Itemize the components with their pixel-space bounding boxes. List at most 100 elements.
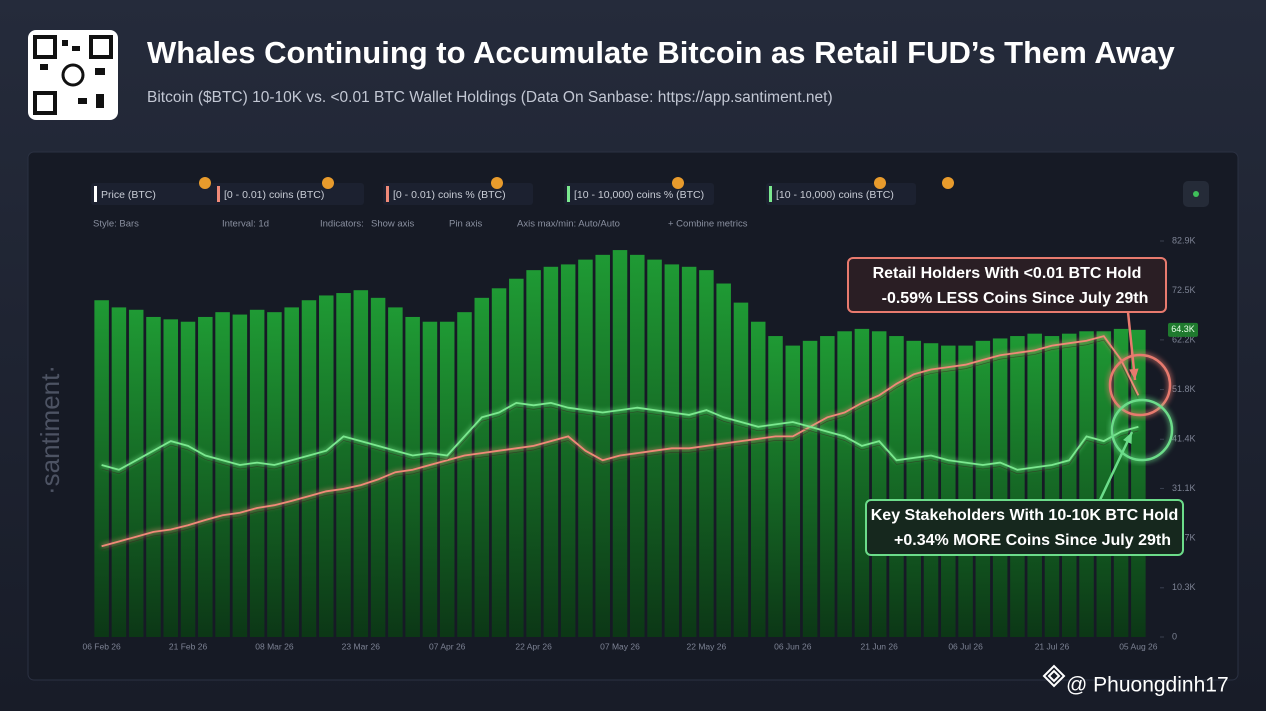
bar bbox=[889, 336, 904, 637]
settings-dot bbox=[1193, 191, 1199, 197]
annotation-text: -0.59% LESS Coins Since July 29th bbox=[882, 290, 1149, 307]
y-tick-label: 10.3K bbox=[1172, 582, 1196, 592]
bar bbox=[267, 312, 282, 637]
line-outline bbox=[101, 339, 1139, 551]
bar bbox=[509, 278, 524, 637]
current-value-box bbox=[1168, 322, 1198, 337]
toolbar-option: Style: Bars bbox=[93, 219, 139, 230]
y-tick-label: 31.1K bbox=[1172, 483, 1196, 493]
bar bbox=[854, 328, 870, 637]
highlight-circle bbox=[1108, 353, 1172, 417]
metric-name: [0 - 0.01) coins (BTC) bbox=[224, 189, 324, 201]
bar bbox=[215, 312, 230, 637]
bar bbox=[1096, 331, 1112, 637]
bar bbox=[768, 336, 783, 637]
annotation-text: +0.34% MORE Coins Since July 29th bbox=[894, 532, 1171, 549]
bar bbox=[958, 345, 973, 637]
metric-badge bbox=[322, 177, 334, 189]
bar bbox=[941, 345, 956, 637]
bar bbox=[422, 321, 438, 637]
metric-name: [10 - 10,000) coins (BTC) bbox=[776, 189, 894, 201]
credit-text: @ Phuongdinh17 bbox=[1066, 674, 1229, 697]
metric-color bbox=[94, 186, 97, 202]
y-tick-label: 51.8K bbox=[1172, 384, 1196, 394]
bar bbox=[647, 259, 662, 637]
annotation-box bbox=[865, 499, 1184, 556]
bar bbox=[439, 321, 455, 637]
x-tick-label: 06 Jun 26 bbox=[774, 641, 812, 651]
x-tick-label: 07 May 26 bbox=[600, 641, 640, 651]
annotation-box bbox=[847, 257, 1167, 313]
x-tick-label: 21 Feb 26 bbox=[169, 641, 208, 651]
bar bbox=[336, 293, 351, 637]
toolbar-option: + Combine metrics bbox=[668, 219, 748, 230]
bar bbox=[750, 321, 766, 637]
bar bbox=[1044, 336, 1060, 637]
line bbox=[101, 401, 1139, 471]
bar bbox=[612, 250, 628, 637]
x-tick-label: 06 Jul 26 bbox=[948, 641, 983, 651]
toolbar-option: Pin axis bbox=[449, 219, 483, 230]
x-tick-label: 08 Mar 26 bbox=[255, 641, 294, 651]
arrow-head bbox=[1129, 368, 1139, 380]
metric-name: [0 - 0.01) coins % (BTC) bbox=[393, 189, 506, 201]
annotation-arrow bbox=[1098, 431, 1134, 501]
bar bbox=[526, 270, 541, 637]
x-tick-label: 07 Apr 26 bbox=[429, 641, 466, 651]
bar bbox=[871, 331, 887, 637]
y-tick-label: 0 bbox=[1172, 631, 1177, 641]
y-tick-label: 72.5K bbox=[1172, 285, 1196, 295]
x-tick-label: 05 Aug 26 bbox=[1119, 641, 1158, 651]
bar bbox=[837, 331, 852, 637]
bar bbox=[146, 316, 161, 637]
bar bbox=[785, 345, 801, 637]
bar bbox=[128, 309, 144, 637]
credit: @ Phuongdinh17 bbox=[1042, 664, 1229, 697]
bar bbox=[664, 264, 680, 637]
metric-badge bbox=[942, 177, 954, 189]
bar bbox=[491, 288, 507, 637]
line bbox=[101, 335, 1140, 548]
y-tick-label: 41.4K bbox=[1172, 434, 1196, 444]
metric-badge bbox=[491, 177, 503, 189]
metric-badge bbox=[199, 177, 211, 189]
bar bbox=[319, 295, 334, 637]
qr-code bbox=[28, 30, 118, 120]
toolbar-option: Show axis bbox=[371, 219, 415, 230]
x-tick-label: 22 May 26 bbox=[687, 641, 727, 651]
metric-color bbox=[217, 186, 220, 202]
bar bbox=[820, 336, 835, 637]
bar bbox=[906, 340, 921, 637]
y-tick-label: 62.2K bbox=[1172, 334, 1196, 344]
bar bbox=[163, 319, 179, 637]
toolbar-option: Indicators: bbox=[320, 219, 364, 230]
bar bbox=[301, 300, 317, 637]
bar bbox=[681, 266, 697, 637]
metric-color bbox=[769, 186, 772, 202]
metric-name: [10 - 10,000) coins % (BTC) bbox=[574, 189, 704, 201]
bar bbox=[630, 254, 645, 637]
bar bbox=[543, 266, 559, 637]
metric-color bbox=[386, 186, 389, 202]
bar bbox=[1131, 329, 1146, 637]
x-tick-label: 23 Mar 26 bbox=[342, 641, 381, 651]
metric-color bbox=[567, 186, 570, 202]
toolbar-option: Interval: 1d bbox=[222, 219, 269, 230]
subtitle: Bitcoin ($BTC) 10-10K vs. <0.01 BTC Wall… bbox=[147, 89, 833, 106]
bar bbox=[1010, 336, 1025, 637]
bar bbox=[180, 321, 196, 637]
bar bbox=[992, 338, 1008, 637]
brand-watermark: ·santiment· bbox=[35, 365, 65, 495]
bar bbox=[249, 309, 265, 637]
bar bbox=[284, 307, 299, 637]
bar bbox=[1079, 331, 1094, 637]
y-tick-label: 82.9K bbox=[1172, 235, 1196, 245]
annotation-arrow bbox=[1126, 311, 1137, 381]
bar bbox=[1113, 328, 1129, 637]
bar bbox=[595, 254, 610, 637]
metric-name: Price (BTC) bbox=[101, 189, 156, 201]
bar bbox=[232, 314, 248, 637]
toolbar-option: Axis max/min: Auto/Auto bbox=[517, 219, 620, 230]
